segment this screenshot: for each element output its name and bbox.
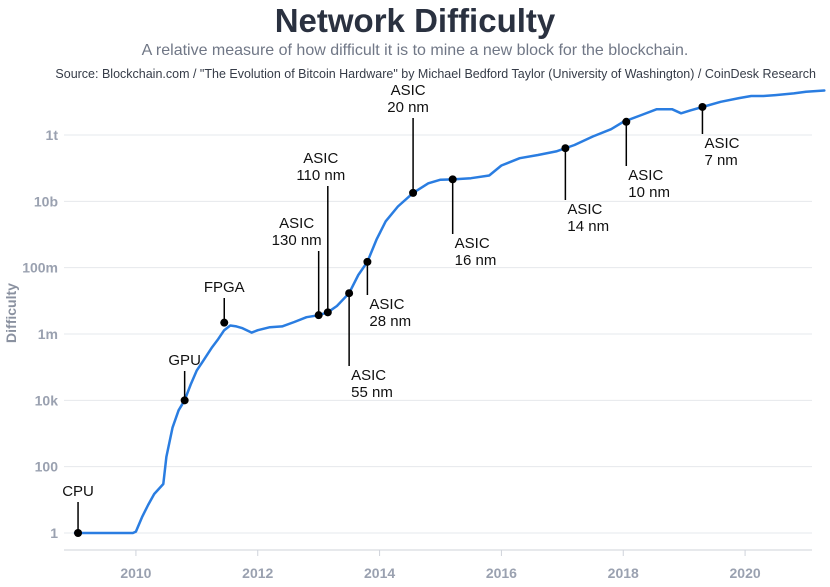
- annotation-marker: [698, 102, 707, 111]
- y-tick-label: 10b: [34, 193, 58, 209]
- annotation-label: 28 nm: [369, 313, 411, 330]
- y-tick-label: 1m: [38, 326, 58, 342]
- annotation-label: ASIC: [351, 367, 386, 384]
- y-tick-label: 100: [35, 459, 59, 475]
- annotation-marker: [409, 188, 418, 197]
- y-tick-label: 10k: [35, 392, 59, 408]
- chart-subtitle: A relative measure of how difficult it i…: [141, 42, 689, 59]
- grid-lines: [64, 134, 812, 534]
- annotation-label: ASIC: [303, 150, 338, 167]
- annotation-marker: [314, 311, 323, 320]
- annotation-marker: [363, 257, 372, 266]
- annotation-label: ASIC: [391, 82, 426, 99]
- annotation-label: 7 nm: [704, 152, 737, 169]
- x-tick-label: 2020: [730, 565, 761, 581]
- annotation-marker: [345, 289, 354, 298]
- annotation-label: ASIC: [279, 215, 314, 232]
- x-axis: 2010 2012 2014 2016 2018 2020: [64, 549, 812, 581]
- chart-source: Source: Blockchain.com / "The Evolution …: [55, 67, 816, 81]
- annotation-marker: [448, 175, 457, 184]
- x-tick-label: 2018: [608, 565, 639, 581]
- annotation-marker: [561, 144, 570, 153]
- annotation-label: 55 nm: [351, 384, 393, 401]
- annotation-marker: [74, 529, 83, 537]
- annotation-label: FPGA: [204, 279, 245, 296]
- annotation-label: ASIC: [704, 135, 739, 152]
- x-tick-label: 2012: [242, 565, 273, 581]
- annotation-label: 130 nm: [272, 232, 322, 249]
- annotation-marker: [220, 318, 229, 327]
- annotation-label: 14 nm: [567, 218, 609, 235]
- chart-title: Network Difficulty: [274, 2, 556, 39]
- y-axis-label: Difficulty: [3, 283, 19, 343]
- annotation-label: CPU: [62, 483, 94, 500]
- annotation-marker: [622, 117, 631, 126]
- annotation-label: GPU: [168, 352, 201, 369]
- annotation-label: ASIC: [455, 235, 490, 252]
- annotation-label: 20 nm: [387, 99, 429, 116]
- y-axis: 1 100 10k 1m 100m 10b 1t: [22, 127, 58, 541]
- x-tick-label: 2014: [364, 565, 395, 581]
- y-tick-label: 100m: [22, 260, 58, 276]
- x-tick-label: 2016: [486, 565, 517, 581]
- annotation-label: 10 nm: [628, 184, 670, 201]
- y-tick-label: 1t: [46, 127, 59, 143]
- x-tick-label: 2010: [120, 565, 151, 581]
- annotation-marker: [180, 396, 189, 405]
- annotation-label: ASIC: [567, 201, 602, 218]
- y-tick-label: 1: [50, 525, 58, 541]
- annotation-label: 16 nm: [455, 252, 497, 269]
- annotation-label: ASIC: [628, 167, 663, 184]
- annotation-marker: [323, 308, 332, 317]
- annotation-label: 110 nm: [296, 167, 345, 184]
- annotation-label: ASIC: [369, 296, 404, 313]
